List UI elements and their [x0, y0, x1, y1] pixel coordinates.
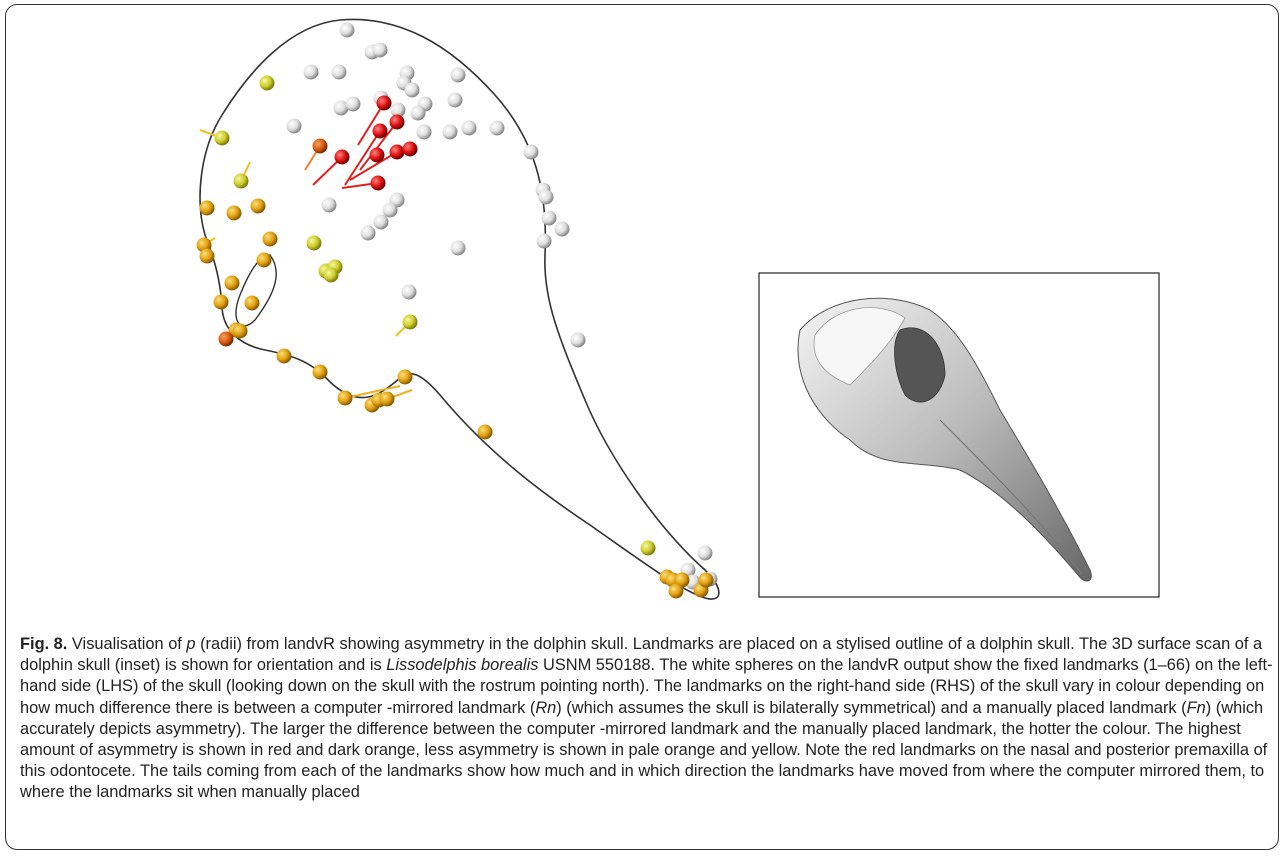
landmark-sphere	[410, 105, 426, 121]
landmark-sphere	[224, 275, 240, 291]
landmark-sphere	[401, 284, 417, 300]
landmark-sphere	[256, 252, 272, 268]
caption-text: Fn	[1186, 698, 1206, 717]
landmark-sphere	[312, 138, 328, 154]
landmark-sphere	[250, 198, 266, 214]
caption-text: (radii) from landvR showing asymmetry in…	[20, 635, 1263, 675]
landmark-sphere	[489, 120, 505, 136]
landmark-sphere	[382, 202, 398, 218]
landmark-sphere	[303, 64, 319, 80]
rostrum-line	[939, 419, 1083, 575]
landmark-sphere	[333, 100, 349, 116]
landmark-sphere	[233, 173, 249, 189]
landmark-sphere	[541, 210, 557, 226]
landmark-sphere	[214, 130, 230, 146]
landmark-sphere	[554, 221, 570, 237]
landmark-sphere	[372, 42, 388, 58]
landmark-sphere	[312, 364, 328, 380]
caption-text: p	[186, 635, 196, 653]
landmark-sphere	[376, 95, 392, 111]
landmark-sphere	[262, 231, 278, 247]
landmark-sphere	[232, 323, 248, 339]
landmark-sphere	[306, 235, 322, 251]
landmark-sphere	[199, 248, 215, 264]
figure-art	[196, 18, 1160, 600]
landmark-sphere	[698, 572, 714, 588]
landmark-sphere	[276, 348, 292, 364]
landmark-sphere	[538, 189, 554, 205]
landmark-sphere	[226, 205, 242, 221]
skull-shape	[797, 297, 1092, 582]
landmark-sphere	[321, 197, 337, 213]
landmark-sphere	[370, 175, 386, 191]
landmark-sphere	[369, 147, 385, 163]
figure-frame	[5, 4, 1279, 850]
landmark-sphere	[447, 92, 463, 108]
landmark-sphere	[259, 75, 275, 91]
tail	[359, 121, 398, 171]
landmark-sphere	[461, 120, 477, 136]
caption-text: ) (which assumes the skull is bilaterall…	[556, 698, 1187, 717]
tail	[344, 385, 401, 399]
inset-skull	[797, 297, 1092, 582]
landmark-sphere	[450, 67, 466, 83]
tail	[357, 102, 385, 146]
landmark-sphere	[389, 114, 405, 130]
tails	[199, 102, 413, 400]
braincase	[813, 307, 906, 386]
landmark-sphere	[402, 141, 418, 157]
landmark-sphere	[442, 124, 458, 140]
caption-text: ) (which accurately depicts asymmetry). …	[20, 698, 1268, 802]
landmark-sphere	[477, 424, 493, 440]
skull-outline	[199, 18, 720, 600]
landmark-sphere	[390, 102, 406, 118]
landmark-sphere	[337, 390, 353, 406]
caption-text: Rn	[535, 698, 557, 717]
landmark-sphere	[416, 124, 432, 140]
caption-text: USNM 550188. The white spheres on the la…	[20, 656, 1273, 717]
landmark-sphere	[389, 144, 405, 160]
landmark-sphere	[360, 225, 376, 241]
landmark-sphere	[397, 369, 413, 385]
tail	[349, 151, 398, 181]
skull-loop	[235, 254, 277, 327]
landmark-sphere	[372, 123, 388, 139]
landmark-sphere	[339, 22, 355, 38]
figure-caption: Fig. 8. Visualisation of p (radii) from …	[20, 634, 1275, 804]
landmark-sphere	[323, 267, 339, 283]
tail	[344, 130, 381, 186]
landmark-sphere	[345, 96, 361, 112]
landmark-sphere	[331, 64, 347, 80]
landmark-sphere	[379, 391, 395, 407]
landmark-sphere	[199, 200, 215, 216]
landmark-sphere	[213, 294, 229, 310]
landmark-sphere	[373, 214, 389, 230]
landmarks	[196, 22, 718, 599]
landmark-sphere	[570, 332, 586, 348]
landmark-sphere	[674, 572, 690, 588]
landmark-sphere	[218, 331, 234, 347]
landmark-sphere	[536, 233, 552, 249]
landmark-sphere	[640, 540, 656, 556]
landmark-sphere	[523, 144, 539, 160]
landmark-sphere	[244, 295, 260, 311]
figure-label: Fig. 8.	[20, 635, 68, 653]
landmark-sphere	[286, 118, 302, 134]
landmark-sphere	[668, 583, 684, 599]
landmark-sphere	[334, 149, 350, 165]
landmark-sphere	[404, 82, 420, 98]
caption-text: Lissodelphis borealis	[386, 656, 539, 675]
landmark-sphere	[402, 314, 418, 330]
landmark-sphere	[450, 240, 466, 256]
caption-text: Visualisation of	[67, 635, 187, 653]
landmark-sphere	[697, 545, 713, 561]
nasal-opening	[894, 327, 946, 403]
